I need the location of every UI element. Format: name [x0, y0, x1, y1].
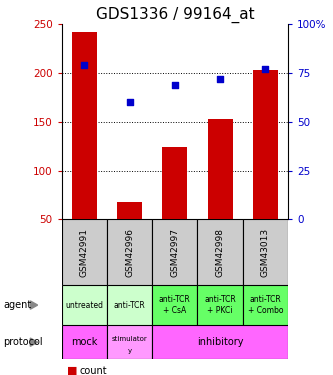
Text: agent: agent — [3, 300, 32, 310]
Text: untreated: untreated — [65, 301, 103, 310]
Bar — [117, 202, 142, 268]
Bar — [107, 285, 152, 325]
Bar — [62, 219, 107, 285]
Bar — [107, 219, 152, 285]
Bar — [72, 32, 97, 268]
Bar — [152, 325, 288, 359]
Point — [82, 62, 87, 68]
Bar — [197, 219, 243, 285]
Text: stimulator: stimulator — [112, 336, 148, 342]
Bar — [62, 325, 107, 359]
Bar — [197, 285, 243, 325]
Text: GSM42997: GSM42997 — [170, 228, 179, 277]
Point — [127, 99, 132, 105]
Title: GDS1336 / 99164_at: GDS1336 / 99164_at — [96, 7, 254, 23]
Bar — [243, 285, 288, 325]
Point — [172, 82, 177, 88]
Text: anti-TCR
+ PKCi: anti-TCR + PKCi — [204, 296, 236, 315]
Bar — [253, 70, 278, 268]
Bar — [208, 119, 232, 268]
Text: anti-TCR
+ CsA: anti-TCR + CsA — [159, 296, 191, 315]
Text: GSM43013: GSM43013 — [261, 228, 270, 277]
Bar — [163, 147, 187, 268]
Text: GSM42998: GSM42998 — [215, 228, 225, 277]
Text: mock: mock — [71, 337, 98, 347]
Bar — [152, 285, 197, 325]
Text: y: y — [128, 348, 132, 354]
Text: GSM42991: GSM42991 — [80, 228, 89, 277]
Point — [217, 76, 223, 82]
Text: GSM42996: GSM42996 — [125, 228, 134, 277]
Bar — [62, 285, 107, 325]
Text: ■: ■ — [67, 366, 77, 375]
Bar — [152, 219, 197, 285]
Text: inhibitory: inhibitory — [197, 337, 243, 347]
Text: anti-TCR: anti-TCR — [114, 301, 146, 310]
Text: protocol: protocol — [3, 337, 43, 347]
Bar — [243, 219, 288, 285]
Text: count: count — [80, 366, 108, 375]
Text: anti-TCR
+ Combo: anti-TCR + Combo — [248, 296, 283, 315]
Bar — [107, 325, 152, 359]
Point — [263, 66, 268, 72]
